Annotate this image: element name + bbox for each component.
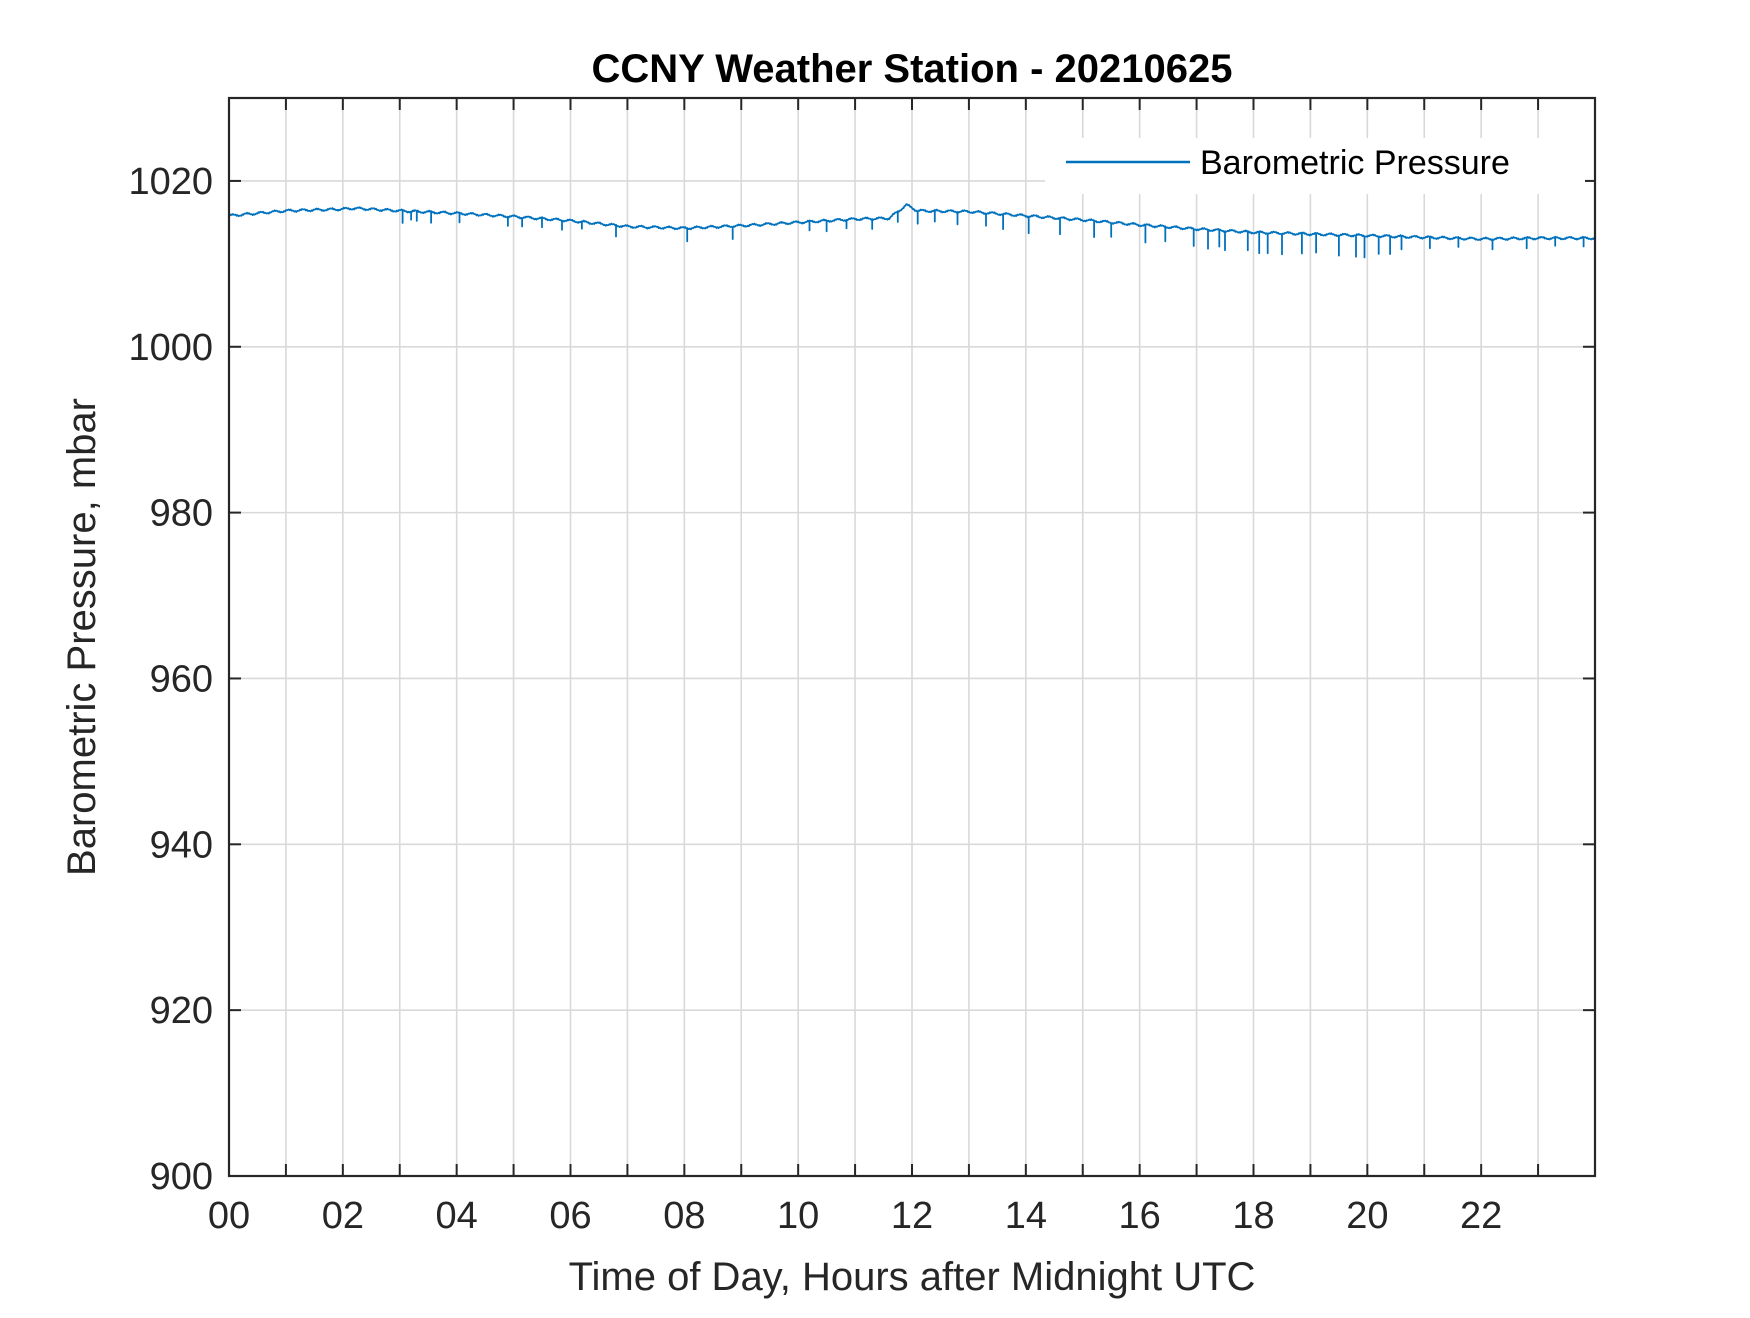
x-axis-label: Time of Day, Hours after Midnight UTC	[569, 1255, 1256, 1299]
legend-box	[1045, 138, 1585, 194]
x-tick-label: 18	[1232, 1195, 1274, 1237]
y-tick-label: 1000	[128, 327, 213, 369]
grid-layer	[229, 98, 1595, 1176]
x-tick-label: 06	[549, 1195, 591, 1237]
tick-layer: 00 02 04 06 08 10 12 14 16 18 20 22 900 920 940 960 980 1…	[128, 98, 1596, 1237]
legend-label: Barometric Pressure	[1200, 144, 1510, 182]
x-tick-label: 10	[777, 1195, 819, 1237]
chart-title: CCNY Weather Station - 20210625	[592, 47, 1233, 91]
y-tick-label: 940	[150, 824, 213, 866]
x-tick-label: 14	[1005, 1195, 1047, 1237]
y-tick-label: 920	[150, 990, 213, 1032]
x-tick-label: 04	[436, 1195, 478, 1237]
series-line-barometric-pressure	[228, 203, 1596, 259]
x-tick-label: 16	[1119, 1195, 1161, 1237]
legend: Barometric Pressure	[1045, 138, 1585, 194]
y-axis-label: Barometric Pressure, mbar	[60, 398, 104, 876]
x-tick-label: 02	[322, 1195, 364, 1237]
data-layer	[228, 203, 1596, 259]
x-tick-label: 08	[663, 1195, 705, 1237]
x-tick-label: 00	[208, 1195, 250, 1237]
y-tick-label: 900	[150, 1156, 213, 1198]
x-tick-label: 12	[891, 1195, 933, 1237]
y-tick-label: 980	[150, 493, 213, 535]
x-tick-label: 22	[1460, 1195, 1502, 1237]
x-tick-label: 20	[1346, 1195, 1388, 1237]
y-tick-label: 960	[150, 658, 213, 700]
y-tick-label: 1020	[128, 161, 213, 203]
